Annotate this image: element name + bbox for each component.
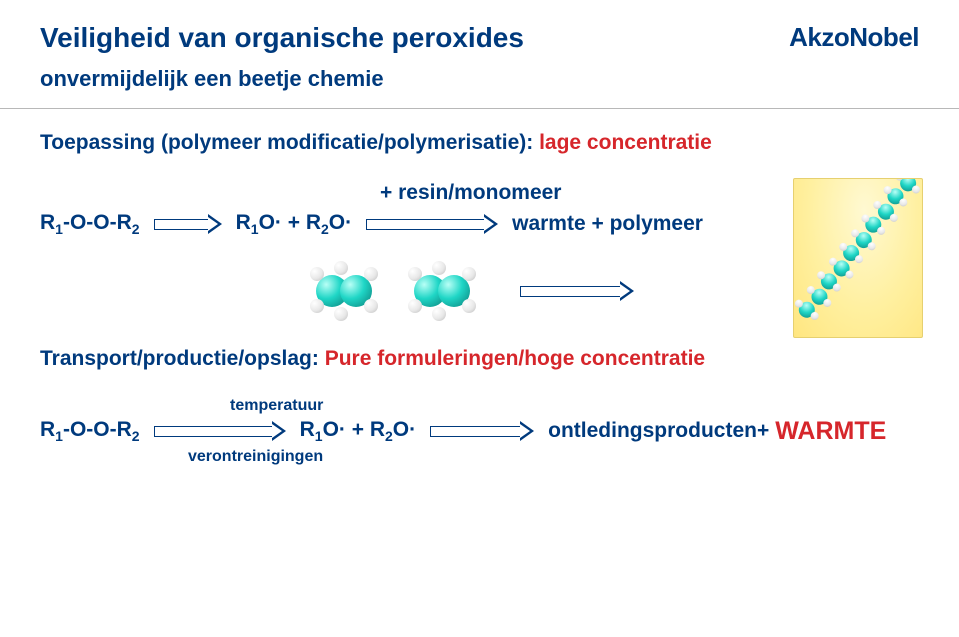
reaction2-plus: + xyxy=(757,419,769,443)
arrow-icon xyxy=(154,214,222,234)
monomer-molecule xyxy=(398,255,486,327)
temperature-label: temperatuur xyxy=(230,397,919,415)
brand-logo: AkzoNobel xyxy=(789,22,919,53)
molecule-row xyxy=(40,255,919,327)
slide-header: Veiligheid van organische peroxides Akzo… xyxy=(0,0,959,66)
reaction1-rhs: warmte + polymeer xyxy=(512,212,703,236)
reaction2-rhs-prefix: ontledingsproducten xyxy=(548,419,757,443)
section2-heading: Transport/productie/opslag: Pure formule… xyxy=(40,347,919,371)
arrow-icon xyxy=(366,214,498,234)
arrow-icon xyxy=(520,281,634,301)
reaction1-lhs: R1-O-O-R2 xyxy=(40,211,140,237)
reaction2-warmte: WARMTE xyxy=(775,417,886,446)
reaction2-mid: R1O· + R2O· xyxy=(300,418,417,444)
section1-heading: Toepassing (polymeer modificatie/polymer… xyxy=(40,131,919,155)
section2-heading-blue: Transport/productie/opslag: xyxy=(40,347,325,370)
monomer-pair xyxy=(300,255,486,327)
header-divider xyxy=(0,108,959,109)
slide-title: Veiligheid van organische peroxides xyxy=(40,22,524,54)
section1-heading-blue: Toepassing (polymeer modificatie/polymer… xyxy=(40,131,539,154)
section2-heading-red: Pure formuleringen/hoge concentratie xyxy=(325,347,705,370)
contamination-label: verontreinigingen xyxy=(188,448,919,466)
arrow-icon xyxy=(430,421,534,441)
polymer-illustration xyxy=(793,178,923,338)
reaction1-mid: R1O· + R2O· xyxy=(236,211,353,237)
section1-heading-red: lage concentratie xyxy=(539,131,712,154)
reaction2-lhs: R1-O-O-R2 xyxy=(40,418,140,444)
reaction1-row: R1-O-O-R2 R1O· + R2O· warmte + polymeer xyxy=(40,211,919,237)
polymer-chain xyxy=(793,178,923,338)
arrow-icon xyxy=(154,421,286,441)
reaction2-row: R1-O-O-R2 R1O· + R2O· ontledingsproducte… xyxy=(40,417,919,446)
slide-subtitle: onvermijdelijk een beetje chemie xyxy=(0,66,959,102)
monomer-molecule xyxy=(300,255,388,327)
